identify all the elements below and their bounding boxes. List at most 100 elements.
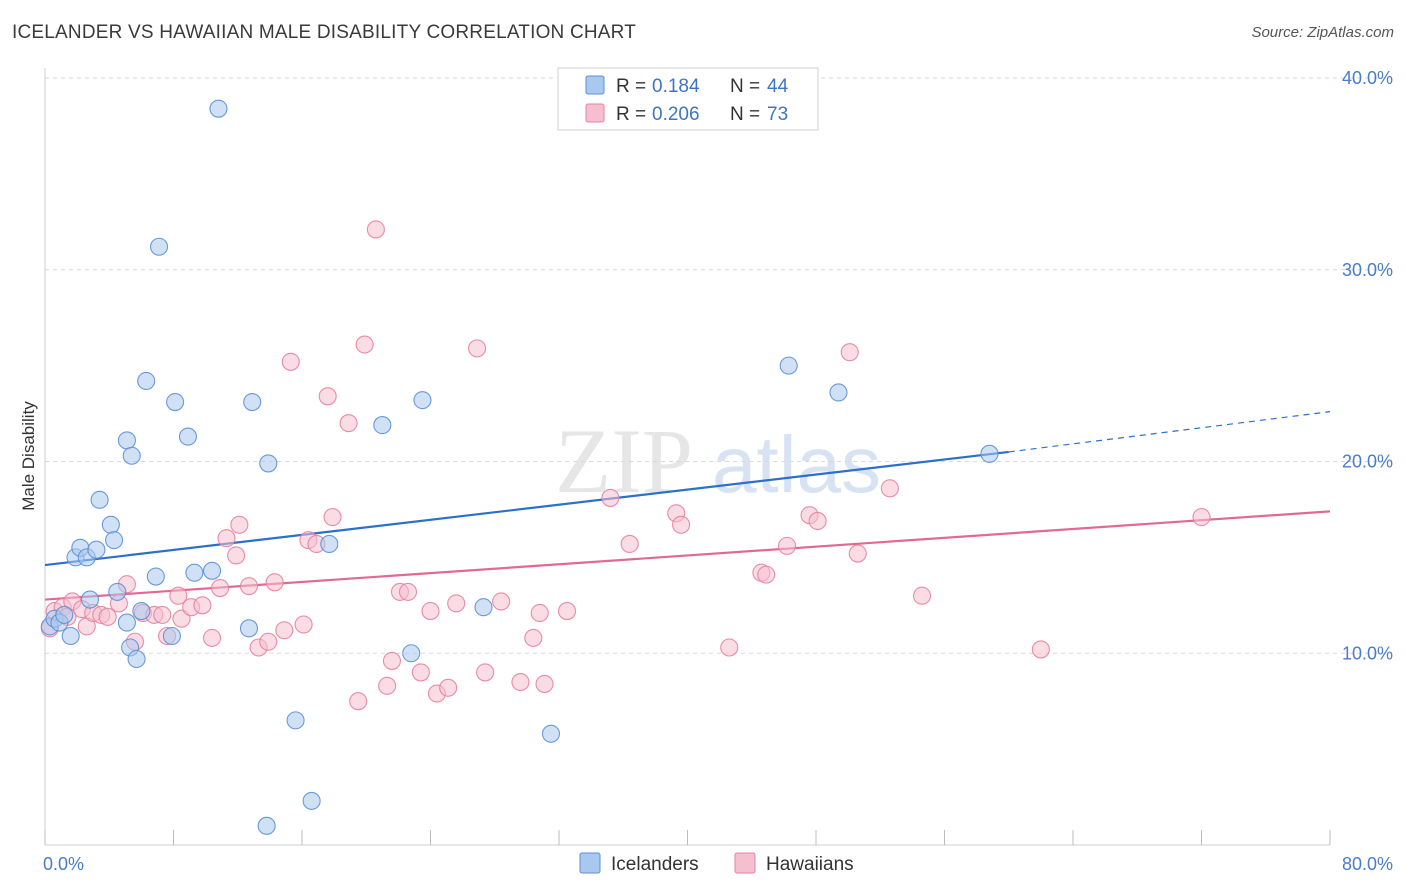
hawaiian-point-23	[217, 529, 236, 548]
legend-r-label-icelanders: R =	[616, 76, 646, 97]
legend-n-value-icelanders: 44	[767, 76, 789, 97]
icelander-point-32	[302, 791, 321, 810]
hawaiian-point-41	[378, 676, 397, 695]
legend-swatch-icelanders	[585, 75, 605, 95]
x-tick-label-max: 80.0%	[1342, 854, 1393, 874]
icelander-point-39	[779, 356, 798, 375]
icelander-point-31	[286, 711, 305, 730]
hawaiian-point-71	[912, 586, 932, 605]
legend-n-value-hawaiians: 73	[767, 104, 788, 125]
hawaiian-point-54	[524, 628, 543, 647]
hawaiian-point-64	[757, 565, 776, 584]
icelander-point-13	[108, 582, 127, 601]
icelander-point-27	[209, 99, 228, 118]
stats-legend: R = 0.184 N = 44 R = 0.206 N = 73	[557, 67, 819, 131]
hawaiian-point-48	[439, 678, 458, 697]
icelander-point-38	[541, 724, 561, 743]
icelander-point-28	[239, 619, 259, 638]
icelander-point-10	[90, 490, 109, 509]
hawaiian-point-65	[778, 536, 797, 555]
hawaiian-point-36	[323, 508, 342, 527]
data-points	[40, 99, 1211, 835]
series-legend: Icelanders Hawaiians	[579, 852, 854, 875]
hawaiian-point-67	[808, 511, 827, 530]
series-legend-swatch-hawaiians	[734, 852, 756, 874]
icelander-point-8	[87, 540, 106, 559]
trend-line-icelanders-extension	[1008, 411, 1331, 453]
icelander-point-3	[55, 605, 74, 624]
hawaiian-point-22	[211, 579, 230, 598]
series-legend-hawaiians: Hawaiians	[766, 854, 854, 875]
x-axis-ticks	[44, 830, 1331, 845]
hawaiian-point-24	[227, 546, 246, 565]
hawaiian-point-73	[1192, 508, 1211, 527]
icelander-point-34	[373, 416, 392, 435]
hawaiian-point-25	[230, 515, 249, 534]
hawaiian-point-57	[557, 602, 577, 621]
hawaiian-point-38	[349, 692, 368, 711]
hawaiian-point-46	[421, 602, 440, 621]
trend-lines	[44, 411, 1331, 601]
hawaiian-point-50	[468, 339, 487, 358]
chart-title: ICELANDER VS HAWAIIAN MALE DISABILITY CO…	[12, 22, 637, 43]
hawaiian-point-30	[275, 621, 294, 640]
y-tick-label-10: 10.0%	[1342, 643, 1393, 663]
legend-swatch-hawaiians	[585, 103, 605, 123]
trend-line-hawaiians	[44, 510, 1331, 601]
hawaiian-point-9	[98, 607, 117, 626]
hawaiian-point-31	[281, 352, 300, 371]
legend-r-label-hawaiians: R =	[616, 104, 646, 125]
y-axis-label: Male Disability	[19, 401, 38, 511]
icelander-point-12	[105, 531, 124, 550]
icelander-point-23	[166, 393, 185, 412]
icelander-point-22	[162, 626, 181, 646]
icelander-point-25	[185, 563, 204, 582]
hawaiian-point-15	[153, 605, 172, 624]
legend-n-label-hawaiians: N =	[730, 104, 760, 125]
hawaiian-point-72	[1031, 640, 1050, 659]
hawaiian-point-51	[476, 663, 495, 682]
icelander-point-42	[257, 816, 276, 835]
hawaiian-point-29	[265, 573, 284, 592]
hawaiian-point-17	[169, 586, 188, 605]
hawaiian-point-69	[848, 544, 867, 563]
hawaiian-point-53	[511, 672, 530, 692]
hawaiian-point-35	[318, 387, 337, 406]
hawaiian-point-58	[601, 488, 620, 507]
icelander-point-19	[137, 371, 156, 391]
icelander-point-4	[61, 626, 80, 646]
y-tick-label-30: 30.0%	[1342, 260, 1393, 280]
hawaiian-point-28	[259, 632, 278, 651]
icelander-point-43	[132, 602, 151, 621]
icelander-point-24	[178, 427, 198, 446]
icelander-point-9	[80, 590, 100, 609]
icelander-point-16	[117, 431, 136, 450]
hawaiian-point-68	[840, 343, 859, 362]
hawaiian-point-61	[672, 515, 691, 534]
hawaiian-point-70	[880, 479, 899, 498]
hawaiian-point-59	[620, 534, 639, 554]
icelander-point-37	[474, 598, 493, 617]
icelander-point-35	[402, 644, 421, 663]
hawaiian-point-56	[535, 674, 554, 693]
watermark-atlas: atlas	[712, 420, 881, 509]
icelander-point-36	[413, 391, 432, 410]
hawaiian-point-49	[447, 594, 466, 613]
hawaiian-point-32	[294, 615, 313, 634]
icelander-point-17	[122, 446, 141, 465]
series-legend-swatch-icelanders	[579, 852, 601, 874]
hawaiian-point-37	[339, 414, 358, 433]
series-legend-icelanders: Icelanders	[611, 854, 699, 875]
hawaiian-point-45	[411, 663, 430, 682]
y-tick-label-40: 40.0%	[1342, 68, 1393, 88]
icelander-point-40	[829, 383, 848, 402]
icelander-point-21	[149, 237, 169, 256]
legend-n-label-icelanders: N =	[730, 76, 760, 97]
legend-r-value-hawaiians: 0.206	[652, 104, 700, 125]
source-credit: Source: ZipAtlas.com	[1251, 24, 1394, 41]
icelander-point-26	[203, 561, 222, 580]
y-tick-labels: 10.0% 20.0% 30.0% 40.0%	[1342, 68, 1393, 663]
hawaiian-point-44	[398, 582, 418, 601]
hawaiian-point-52	[492, 592, 511, 611]
